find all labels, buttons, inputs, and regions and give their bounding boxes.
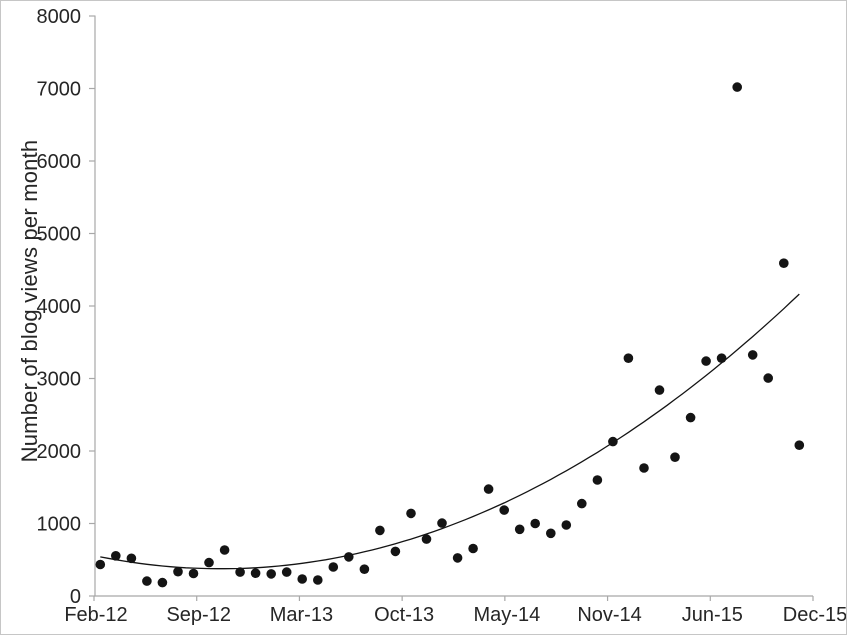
data-point	[623, 353, 634, 364]
data-point	[406, 508, 416, 519]
y-tick-label: 0	[70, 586, 81, 608]
x-tick-label: Feb-12	[64, 604, 127, 626]
data-point	[142, 576, 152, 586]
data-point	[732, 82, 742, 92]
data-point	[747, 350, 758, 360]
data-point	[530, 518, 540, 529]
y-axis-title: Number of blog views per month	[17, 139, 42, 463]
data-point	[608, 436, 618, 447]
x-tick-label: Sep-12	[166, 604, 231, 626]
data-point	[375, 525, 385, 536]
x-tick-label: Oct-13	[374, 604, 434, 626]
y-tick-label: 1000	[37, 514, 82, 536]
y-tick-label: 5000	[37, 224, 82, 246]
data-point	[437, 518, 447, 528]
data-point	[344, 552, 354, 562]
data-point	[266, 569, 277, 579]
data-point	[561, 520, 572, 530]
data-point	[483, 484, 494, 494]
data-point	[281, 567, 292, 577]
x-tick-label: May-14	[474, 604, 541, 626]
data-point	[794, 440, 805, 451]
y-tick-label: 2000	[37, 441, 82, 463]
data-point	[95, 559, 106, 570]
x-tick-label: Nov-14	[577, 604, 641, 626]
y-tick-label: 8000	[37, 6, 82, 28]
data-point	[328, 562, 339, 572]
data-point	[701, 356, 711, 366]
data-point	[219, 545, 230, 555]
y-tick-label: 7000	[37, 79, 82, 101]
data-point	[313, 575, 323, 585]
y-tick-label: 3000	[37, 369, 82, 391]
data-point	[639, 463, 649, 473]
x-tick-label: Dec-15	[783, 604, 847, 626]
data-point	[468, 543, 478, 554]
data-point	[716, 353, 727, 364]
x-tick-label: Jun-15	[682, 604, 743, 626]
data-point	[111, 551, 121, 561]
data-point	[297, 574, 308, 584]
data-point	[670, 452, 680, 463]
data-point	[685, 412, 696, 423]
data-point	[157, 577, 168, 588]
trendline	[100, 293, 800, 570]
data-point	[235, 567, 245, 577]
y-tick-label: 6000	[37, 151, 82, 173]
y-tick-label: 4000	[37, 296, 82, 318]
data-point	[763, 373, 773, 383]
data-point	[546, 528, 556, 539]
data-point	[204, 557, 214, 568]
data-point	[421, 534, 432, 544]
data-point	[250, 568, 261, 578]
data-point	[592, 475, 603, 485]
data-point	[514, 524, 525, 535]
data-point	[779, 258, 789, 269]
data-point	[499, 505, 510, 515]
data-point	[452, 553, 463, 563]
data-point	[654, 385, 665, 395]
data-point	[126, 553, 137, 564]
x-tick-label: Mar-13	[270, 604, 333, 626]
data-point	[390, 546, 401, 557]
data-point	[188, 568, 199, 579]
data-point	[577, 498, 587, 509]
data-point	[359, 564, 370, 574]
data-point	[173, 566, 183, 577]
